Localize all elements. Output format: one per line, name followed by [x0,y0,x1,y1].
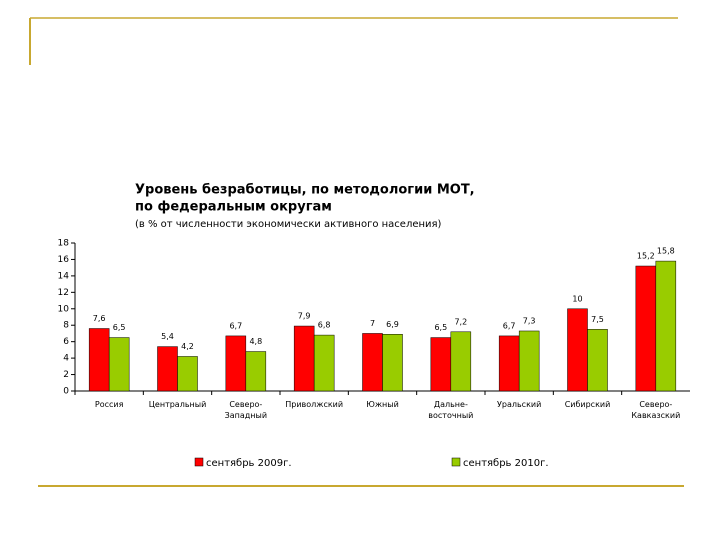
y-tick-label: 12 [58,288,69,298]
bar [518,330,540,392]
x-tick-label: Центральный [148,400,207,409]
data-label: 4,2 [181,342,194,351]
y-tick-label: 8 [63,321,69,331]
data-label: 6,5 [434,323,447,332]
bar [245,351,267,392]
bar [362,333,383,392]
data-label: 7,5 [591,315,604,324]
bar [655,260,677,392]
legend-swatch [194,457,204,467]
y-tick-label: 10 [58,304,70,314]
data-label: 15,2 [637,252,655,261]
data-label: 4,8 [249,337,262,346]
bar [450,331,472,392]
bar [382,334,403,392]
data-label: 6,7 [503,321,516,330]
y-tick-label: 14 [58,271,70,281]
y-tick-label: 4 [63,354,69,364]
data-label: 7,6 [93,314,106,323]
data-label: 6,8 [318,321,331,330]
chart-title: по федеральным округам [135,200,332,215]
chart-title: Уровень безработицы, по методологии МОТ, [135,183,475,198]
y-tick-label: 0 [63,387,69,397]
y-tick-label: 16 [58,255,70,265]
data-label: 7 [370,319,375,328]
legend-label: сентябрь 2009г. [206,458,292,469]
x-tick-label: Уральский [497,400,542,409]
x-tick-label: Дальне-восточный [428,400,474,420]
bar [587,329,608,392]
data-label: 6,9 [386,320,399,329]
chart-subtitle: (в % от численности экономически активно… [135,219,442,230]
data-label: 15,8 [657,247,675,256]
data-label: 7,9 [298,312,311,321]
bar [567,308,588,392]
data-label: 7,2 [454,317,467,326]
x-tick-label: Сибирский [564,400,611,409]
y-tick-label: 2 [63,370,69,380]
x-tick-label: Южный [366,400,399,409]
x-tick-label: Приволжский [285,400,344,409]
data-label: 10 [572,294,582,303]
bar [108,337,130,392]
bar [498,335,520,392]
bar [430,337,452,392]
bar [225,335,247,392]
y-tick-label: 18 [58,239,70,249]
x-tick-label: Россия [94,400,124,409]
bar [88,328,110,392]
y-tick-label: 6 [63,337,69,347]
bar [635,265,657,392]
bar [313,334,335,392]
x-tick-label: Северо-Западный [224,400,268,420]
data-label: 7,3 [523,316,536,325]
x-tick-label: Северо-Кавказский [631,400,681,420]
data-label: 6,5 [113,323,126,332]
legend-swatch [451,457,461,467]
bar [157,346,178,392]
legend-label: сентябрь 2010г. [463,458,549,469]
data-label: 5,4 [161,332,174,341]
bar [293,325,315,392]
data-label: 6,7 [229,321,242,330]
bar [177,356,198,392]
